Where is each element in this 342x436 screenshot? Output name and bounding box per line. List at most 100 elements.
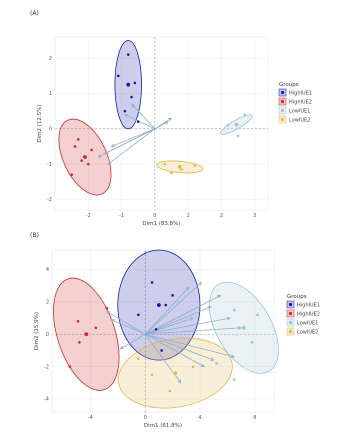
point-highiue2	[86, 162, 90, 166]
x-axis-title: Dim1 (83.8%)	[142, 221, 180, 227]
legend-entry-lowiue2: LowIUE2	[297, 330, 318, 336]
panel-label: (B)	[30, 232, 39, 239]
point-lowiue1	[232, 308, 236, 312]
arrow-head	[207, 306, 212, 310]
point-lowiue2	[150, 373, 154, 377]
point-lowiue1	[243, 113, 247, 116]
arrow-head	[130, 103, 135, 108]
y-axis-title: Dim2 (12.5%)	[37, 104, 43, 142]
centroid-highiue1	[156, 302, 162, 308]
point-lowiue2	[170, 171, 173, 175]
centroid-lowiue2	[177, 164, 183, 170]
legend-key-dot	[288, 302, 293, 307]
plot-area	[54, 36, 269, 211]
variable-arrow	[104, 128, 156, 154]
y-tick-label: -2	[44, 364, 49, 370]
y-tick-label: 0	[46, 332, 49, 338]
y-tick-label: 1	[49, 91, 52, 97]
x-tick-label: 4	[198, 415, 201, 421]
legend-title: Groups	[287, 294, 307, 300]
point-highiue1	[123, 109, 127, 113]
point-highiue1	[136, 120, 140, 124]
legend-entry-lowiue1: LowIUE1	[297, 321, 318, 327]
variable-arrow	[154, 121, 169, 130]
point-highiue2	[68, 365, 72, 368]
legend-entry-highiue1: HighIUE1	[289, 91, 312, 97]
point-highiue2	[90, 148, 93, 152]
point-lowiue2	[191, 365, 195, 368]
panel-label: (A)	[30, 10, 39, 17]
x-tick-label: -4	[88, 415, 93, 421]
arrow-head	[97, 154, 102, 158]
y-tick-label: -4	[44, 397, 49, 403]
x-tick-label: 2	[220, 213, 223, 219]
arrow-head	[230, 354, 236, 359]
arrow-head	[167, 117, 173, 122]
legend-entry-lowiue1: LowIUE1	[289, 109, 310, 115]
variable-arrow	[120, 333, 146, 350]
arrow-head	[200, 363, 205, 368]
point-lowiue2	[163, 162, 167, 166]
arrow-head	[106, 311, 111, 315]
legend-entry-highiue2: HighIUE2	[289, 100, 312, 106]
arrow-head	[119, 345, 125, 350]
point-lowiue1	[250, 341, 254, 344]
legend-key-dot	[280, 90, 285, 95]
arrow-head	[237, 326, 243, 330]
y-tick-label: -2	[47, 197, 52, 203]
point-highiue2	[105, 307, 109, 310]
variable-arrow	[144, 333, 205, 367]
point-highiue1	[171, 294, 174, 297]
arrow-head	[217, 294, 222, 299]
variable-arrow	[145, 327, 242, 335]
variable-arrow	[106, 311, 146, 335]
point-highiue2	[80, 159, 83, 162]
x-tick-label: 0	[144, 415, 147, 421]
legend-entry-highiue1: HighIUE1	[297, 303, 320, 309]
variable-arrow	[111, 128, 155, 147]
point-highiue1	[164, 303, 168, 307]
variable-arrow	[108, 128, 156, 165]
variable-arrow	[124, 114, 156, 130]
variable-arrow	[145, 317, 231, 335]
point-lowiue2	[137, 357, 140, 360]
x-tick-label: 8	[253, 415, 256, 421]
variable-arrow	[131, 103, 156, 130]
arrow-head	[189, 317, 195, 321]
point-highiue2	[70, 173, 73, 176]
variable-arrow	[145, 333, 235, 358]
arrow-head	[177, 379, 182, 384]
x-tick-label: 3	[253, 213, 256, 219]
point-highiue1	[116, 74, 120, 78]
point-highiue2	[76, 319, 80, 323]
panel-b: (B) -4 0 4 8 4 2 0 -2 -4 Dim1 (61.8%) Dim2 (15.9%) G…	[30, 232, 320, 429]
arrow-head	[104, 150, 109, 154]
legend-entry-highiue2: HighIUE2	[297, 312, 320, 318]
point-highiue1	[137, 313, 140, 317]
y-tick-label: 4	[46, 267, 49, 273]
legend-title: Groups	[279, 82, 299, 88]
centroid-highiue1	[125, 82, 131, 88]
x-tick-label: -1	[119, 213, 124, 219]
y-axis-title: Dim2 (15.9%)	[34, 312, 40, 350]
point-lowiue1	[236, 134, 240, 138]
arrow-head	[124, 114, 129, 118]
arrow-head	[226, 316, 232, 321]
point-lowiue1	[226, 123, 230, 127]
legend-key-dot	[288, 329, 293, 334]
point-lowiue1	[256, 313, 259, 317]
legend-key-dot	[280, 108, 285, 113]
legend-entry-lowiue2: LowIUE2	[289, 118, 310, 124]
legend-key-dot	[280, 99, 285, 104]
x-tick-label: -2	[86, 213, 91, 219]
panel-a: (A) -2 -1 0 1 2 3 2 1 0 -1 -2 Dim1 (83.8%) Dim2 (12.5…	[30, 10, 312, 227]
centroid-lowiue1	[241, 325, 247, 331]
arrow-head	[210, 357, 215, 361]
variable-arrow	[145, 295, 221, 335]
point-highiue1	[154, 328, 158, 331]
variable-arrow	[145, 333, 214, 361]
centroid-highiue2	[83, 331, 89, 337]
point-lowiue2	[193, 164, 197, 168]
variable-arrow	[145, 317, 194, 335]
variable-arrow	[110, 319, 146, 335]
